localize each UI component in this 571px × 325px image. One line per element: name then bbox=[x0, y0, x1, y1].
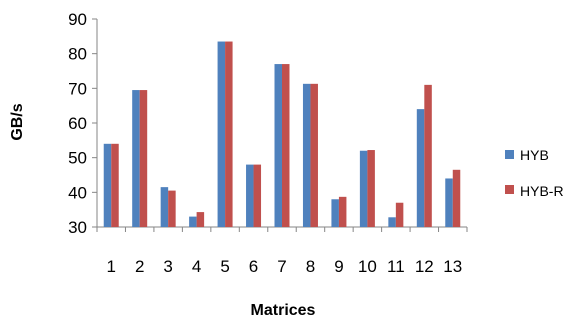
x-tick-label: 4 bbox=[192, 257, 201, 276]
bar-hyb-r-13 bbox=[452, 169, 461, 227]
bar-hyb-2 bbox=[132, 90, 140, 227]
bars bbox=[103, 41, 461, 228]
y-tick-label: 90 bbox=[68, 10, 87, 29]
legend-label-hyb: HYB bbox=[520, 147, 549, 163]
y-tick-label: 60 bbox=[68, 114, 87, 133]
x-tick-label: 2 bbox=[135, 257, 144, 276]
y-tick-label: 30 bbox=[68, 218, 87, 237]
x-tick-label: 5 bbox=[220, 257, 229, 276]
bar-hyb-3 bbox=[160, 187, 169, 227]
bar-hyb-r-11 bbox=[395, 202, 404, 227]
bar-hyb-r-3 bbox=[168, 190, 176, 227]
axes bbox=[92, 18, 468, 232]
x-tick-label: 1 bbox=[106, 257, 115, 276]
x-tick-label: 3 bbox=[163, 257, 172, 276]
x-tick-label: 13 bbox=[443, 257, 462, 276]
bar-hyb-r-4 bbox=[196, 212, 205, 227]
bar-hyb-8 bbox=[302, 83, 311, 228]
y-tick-label: 40 bbox=[68, 183, 87, 202]
bar-hyb-5 bbox=[217, 41, 226, 228]
bar-hyb-7 bbox=[274, 64, 282, 227]
y-tick-label: 80 bbox=[68, 45, 87, 64]
legend: HYB HYB-R bbox=[505, 147, 564, 199]
bar-hyb-1 bbox=[103, 143, 112, 227]
x-tick-label: 10 bbox=[358, 257, 377, 276]
x-axis-title: Matrices bbox=[251, 302, 316, 319]
bar-hyb-r-6 bbox=[253, 164, 262, 227]
y-tick-label: 70 bbox=[68, 79, 87, 98]
legend-label-hyb-r: HYB-R bbox=[520, 183, 564, 199]
x-tick-label: 7 bbox=[277, 257, 286, 276]
y-tick-labels: 30 40 50 60 70 80 90 bbox=[68, 10, 87, 237]
bar-hyb-13 bbox=[445, 178, 453, 227]
legend-swatch-hyb-r bbox=[505, 185, 514, 194]
x-tick-label: 9 bbox=[334, 257, 343, 276]
bar-hyb-r-9 bbox=[338, 196, 347, 227]
x-tick-labels: 1 2 3 4 5 6 7 8 9 10 11 12 13 bbox=[106, 257, 462, 276]
bar-hyb-r-8 bbox=[310, 83, 318, 228]
bar-hyb-r-10 bbox=[367, 150, 375, 227]
x-tick-label: 8 bbox=[306, 257, 315, 276]
bar-hyb-r-1 bbox=[111, 143, 119, 227]
x-tick-label: 6 bbox=[249, 257, 258, 276]
y-tick-label: 50 bbox=[68, 149, 87, 168]
bar-hyb-4 bbox=[189, 216, 197, 227]
bar-hyb-9 bbox=[331, 199, 339, 227]
y-axis-title: GB/s bbox=[9, 103, 26, 140]
bar-hyb-r-7 bbox=[282, 64, 290, 227]
bar-hyb-12 bbox=[416, 109, 425, 227]
bar-hyb-6 bbox=[246, 164, 254, 227]
bar-hyb-10 bbox=[359, 150, 368, 227]
x-tick-label: 12 bbox=[415, 257, 434, 276]
bar-hyb-r-2 bbox=[139, 90, 148, 227]
legend-swatch-hyb bbox=[505, 150, 514, 159]
bar-hyb-r-12 bbox=[424, 84, 432, 227]
x-tick-label: 11 bbox=[387, 257, 405, 276]
bar-hyb-r-5 bbox=[225, 41, 233, 228]
bar-hyb-11 bbox=[388, 217, 396, 227]
